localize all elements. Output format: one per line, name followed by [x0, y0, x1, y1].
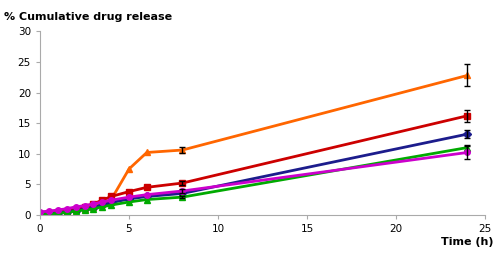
Text: % Cumulative drug release: % Cumulative drug release: [4, 12, 172, 22]
Text: Time (h): Time (h): [442, 237, 494, 247]
